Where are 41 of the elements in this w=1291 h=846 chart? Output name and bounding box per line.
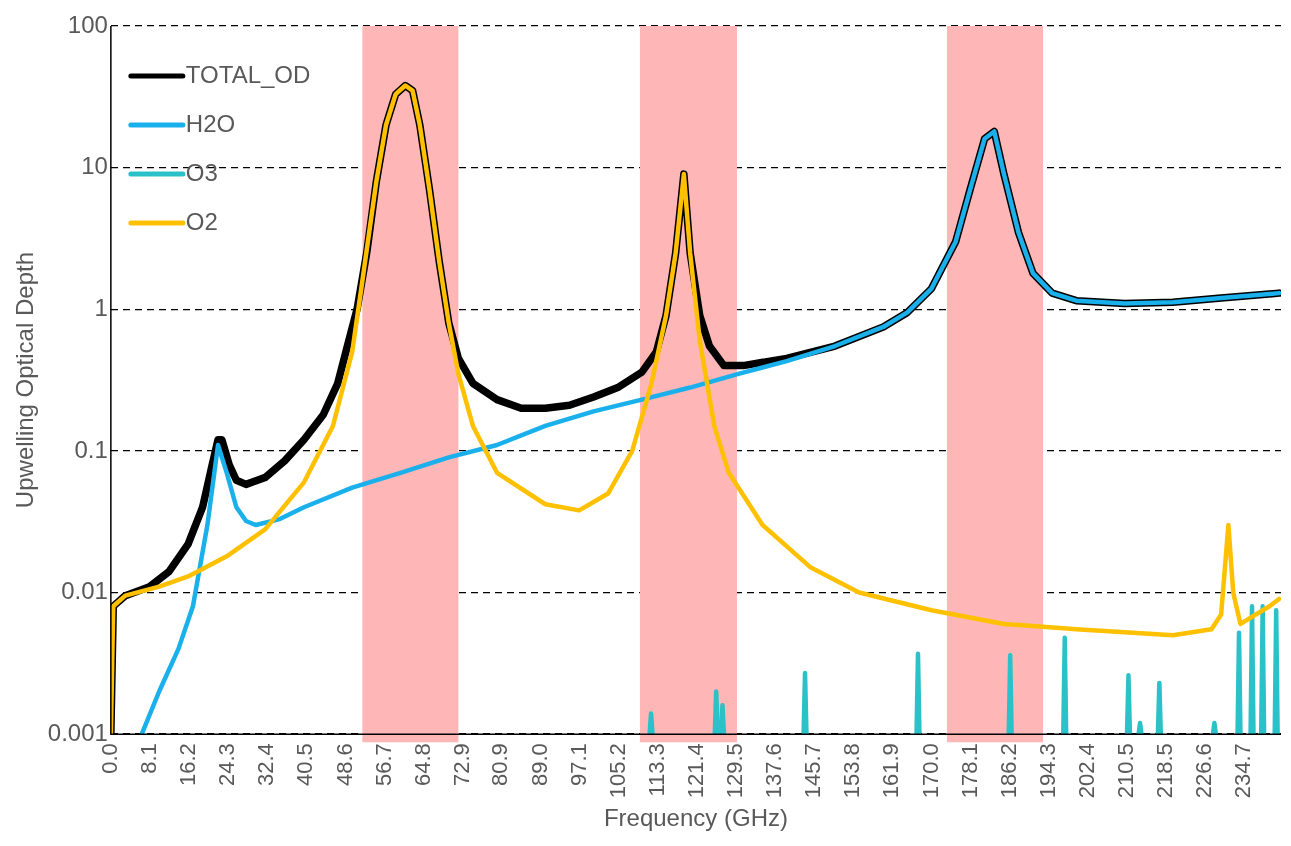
x-tick-label: 80.9: [487, 743, 513, 786]
y-axis-title: Upwelling Optical Depth: [11, 252, 39, 509]
y-tick-label: 10: [81, 152, 108, 180]
y-tick-label: 100: [67, 10, 108, 38]
x-tick-label: 40.5: [292, 743, 318, 786]
x-tick-label: 137.6: [761, 743, 787, 799]
legend-label: TOTAL_OD: [185, 60, 311, 88]
x-tick-label: 145.7: [800, 743, 826, 799]
x-tick-label: 226.6: [1190, 743, 1216, 799]
x-tick-label: 186.2: [995, 743, 1021, 799]
x-tick-label: 0.0: [96, 743, 122, 774]
x-tick-label: 178.1: [956, 743, 982, 799]
x-tick-label: 64.8: [409, 743, 435, 786]
x-tick-label: 16.2: [175, 743, 201, 786]
x-tick-label: 8.1: [136, 743, 162, 774]
x-tick-label: 48.6: [331, 743, 357, 786]
x-tick-label: 113.3: [643, 743, 669, 797]
x-tick-label: 161.9: [878, 743, 904, 799]
x-tick-label: 97.1: [565, 743, 591, 786]
x-tick-label: 121.4: [682, 743, 708, 799]
legend-label: H2O: [185, 109, 236, 137]
x-tick-label: 234.7: [1229, 743, 1255, 799]
y-tick-label: 1: [94, 293, 108, 321]
y-tick-label: 0.01: [61, 577, 108, 605]
y-tick-label: 0.1: [74, 435, 108, 463]
x-tick-label: 218.5: [1151, 743, 1177, 799]
x-tick-label: 202.4: [1073, 743, 1099, 799]
x-tick-label: 170.0: [917, 743, 943, 799]
x-tick-label: 89.0: [526, 743, 552, 786]
x-tick-label: 24.3: [214, 743, 240, 786]
x-tick-label: 32.4: [253, 743, 279, 786]
x-tick-label: 56.7: [370, 743, 396, 786]
legend-label: O2: [185, 207, 218, 235]
x-tick-label: 210.5: [1113, 743, 1139, 799]
x-tick-label: 129.5: [722, 743, 748, 799]
x-tick-label: 72.9: [448, 743, 474, 786]
legend-label: O3: [185, 158, 218, 186]
x-axis-title: Frequency (GHz): [603, 804, 788, 832]
x-tick-label: 153.8: [839, 743, 865, 799]
x-tick-label: 105.2: [604, 743, 630, 799]
x-tick-label: 194.3: [1034, 743, 1060, 799]
